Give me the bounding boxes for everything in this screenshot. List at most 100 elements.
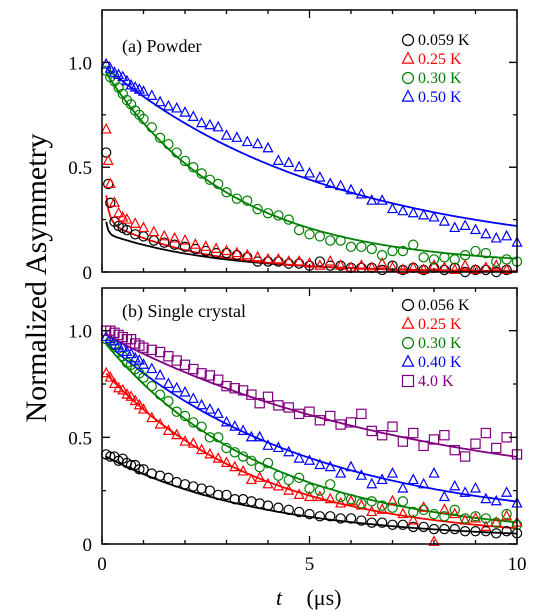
panel-a: 00.51.0 (a) Powder 0.059 K0.25 K0.30 K0.… — [68, 9, 523, 284]
data-point-0-30-k — [179, 410, 191, 422]
data-point-0-30-k — [356, 498, 367, 509]
data-point-0-50-k — [490, 231, 502, 243]
legend-marker-4-0-k — [401, 374, 415, 388]
data-point-0-30-k — [221, 442, 232, 454]
data-point-0-25-k — [490, 516, 502, 527]
data-point-4-0-k — [345, 417, 357, 428]
data-point-0-25-k — [100, 366, 112, 378]
data-point-0-056-k — [212, 489, 224, 501]
data-point-0-30-k — [428, 254, 440, 265]
fit-curve-0-50-k — [105, 67, 518, 227]
data-point-0-30-k — [163, 138, 174, 150]
data-point-4-0-k — [335, 419, 346, 430]
data-point-0-059-k — [179, 241, 191, 253]
data-point-0-30-k — [283, 214, 294, 225]
data-point-0-40-k — [335, 467, 347, 478]
data-point-0-25-k — [196, 443, 208, 455]
data-point-0-30-k — [154, 389, 166, 400]
data-point-0-25-k — [345, 494, 357, 506]
data-point-0-25-k — [283, 484, 295, 495]
data-point-4-0-k — [387, 421, 398, 432]
data-point-0-25-k — [102, 154, 114, 165]
data-point-0-25-k — [229, 460, 241, 472]
y-tick-label: 0 — [83, 263, 93, 284]
legend-label-0-25-k: 0.25 K — [418, 316, 462, 333]
data-point-4-0-k — [293, 408, 305, 420]
data-point-0-25-k — [501, 509, 513, 521]
data-point-0-30-k — [242, 195, 253, 206]
data-point-0-50-k — [303, 166, 316, 178]
fit-curve-0-30-k — [105, 72, 518, 260]
x-axis-label: t (μs) — [276, 585, 342, 610]
legend-marker-0-059-k — [401, 33, 415, 47]
data-point-0-30-k — [325, 235, 336, 246]
data-point-0-25-k — [237, 464, 249, 476]
data-point-0-30-k — [366, 243, 377, 255]
data-point-0-40-k — [303, 454, 316, 465]
data-point-0-30-k — [237, 451, 249, 462]
data-point-0-056-k — [366, 517, 377, 528]
data-point-0-40-k — [262, 439, 274, 450]
data-point-0-059-k — [325, 260, 336, 271]
data-point-4-0-k — [246, 389, 257, 400]
legend-marker-0-30-k — [401, 336, 415, 350]
data-point-0-25-k — [314, 259, 326, 270]
data-point-0-30-k — [345, 241, 357, 253]
data-point-0-40-k — [154, 368, 166, 380]
data-point-4-0-k — [439, 430, 450, 441]
data-point-0-059-k — [231, 250, 243, 261]
data-point-0-40-k — [108, 334, 121, 346]
data-point-0-056-k — [204, 485, 216, 496]
data-point-4-0-k — [213, 374, 224, 385]
data-point-0-056-k — [428, 523, 440, 535]
data-point-0-40-k — [162, 377, 174, 389]
data-point-0-056-k — [283, 504, 294, 516]
data-point-0-30-k — [171, 147, 182, 158]
data-point-4-0-k — [366, 425, 377, 437]
data-point-0-40-k — [314, 458, 326, 470]
data-point-0-50-k — [146, 89, 158, 100]
data-point-0-30-k — [314, 231, 326, 242]
data-point-4-0-k — [356, 408, 367, 420]
data-point-0-30-k — [283, 474, 294, 486]
data-point-0-25-k — [293, 254, 305, 266]
data-point-0-25-k — [204, 447, 216, 459]
data-point-4-0-k — [221, 380, 232, 392]
data-point-0-056-k — [229, 494, 240, 505]
data-point-0-40-k — [501, 486, 513, 497]
data-point-0-30-k — [470, 511, 481, 522]
panel-b-legend: 0.056 K 0.25 K 0.30 K 0.40 K 4.0 K — [401, 297, 470, 390]
data-point-0-056-k — [345, 513, 357, 524]
data-point-0-30-k — [273, 470, 284, 481]
data-point-0-40-k — [376, 473, 388, 485]
data-point-0-25-k — [154, 417, 166, 429]
data-point-0-40-k — [196, 398, 208, 410]
data-point-0-40-k — [397, 481, 409, 493]
data-point-0-059-k — [252, 256, 263, 267]
data-point-0-25-k — [113, 206, 125, 218]
data-point-0-25-k — [428, 535, 440, 546]
data-point-0-40-k — [469, 481, 482, 493]
data-point-0-25-k — [108, 377, 121, 389]
data-point-4-0-k — [254, 398, 265, 409]
legend-label-4-0-k: 4.0 K — [418, 373, 454, 390]
panel-b-ticks: 0 0.5 1.0 0 5 10 — [68, 288, 527, 575]
data-point-0-30-k — [376, 500, 388, 511]
panel-b-title: (b) Single crystal — [122, 301, 246, 322]
data-point-0-056-k — [408, 521, 419, 533]
legend-label-0-30-k: 0.30 K — [418, 70, 462, 87]
legend-label-0-059-k: 0.059 K — [418, 32, 470, 49]
data-point-0-25-k — [397, 263, 409, 274]
data-point-0-50-k — [376, 194, 388, 205]
data-point-0-25-k — [335, 496, 347, 508]
data-point-0-40-k — [133, 353, 145, 365]
data-point-0-056-k — [293, 506, 305, 518]
data-point-0-25-k — [501, 263, 513, 274]
data-point-0-40-k — [345, 460, 357, 472]
x-tick-label: 10 — [508, 554, 527, 575]
data-point-0-40-k — [187, 392, 199, 403]
data-point-0-059-k — [283, 258, 294, 269]
data-point-0-40-k — [459, 486, 471, 497]
data-point-0-50-k — [449, 221, 461, 233]
data-point-0-50-k — [459, 219, 471, 230]
